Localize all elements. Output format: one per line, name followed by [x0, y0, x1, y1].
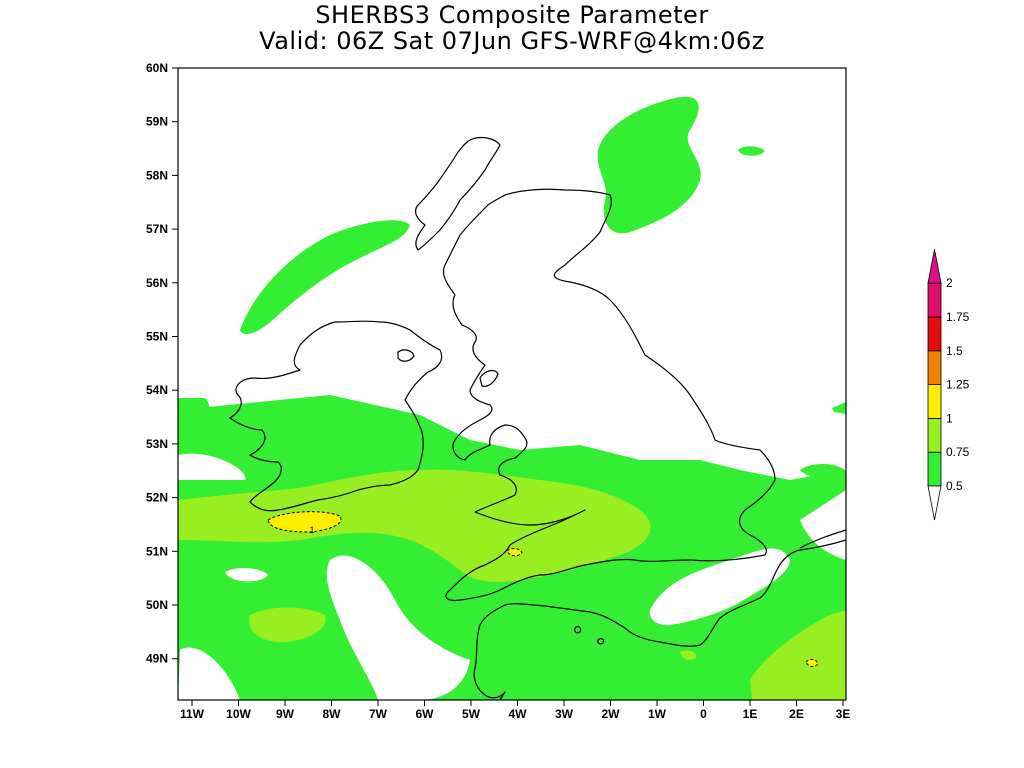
- lon-tick-label: 4W: [509, 707, 528, 721]
- field-high-channel-blob: [507, 548, 522, 556]
- lon-tick-label: 7W: [369, 707, 388, 721]
- field-low-east-edge: [832, 402, 846, 414]
- field-mid-south-blob: [680, 650, 697, 660]
- coastline-isle-of-man: [479, 369, 499, 387]
- field-high-southeast-blob: [806, 659, 818, 667]
- legend-arrow-top: [927, 249, 942, 284]
- field-high-irish-sea: [268, 511, 341, 532]
- lat-tick-label: 51N: [146, 544, 168, 558]
- lat-tick-label: 50N: [146, 598, 168, 612]
- lat-tick-label: 56N: [146, 276, 168, 290]
- field-low-west-edge: [178, 398, 210, 418]
- lon-tick-label: 0: [700, 707, 707, 721]
- contour-lines: [267, 511, 819, 667]
- lat-tick-label: 54N: [146, 383, 168, 397]
- lon-tick-label: 9W: [276, 707, 295, 721]
- title-line-2: Valid: 06Z Sat 07Jun GFS-WRF@4km:06z: [259, 27, 765, 55]
- legend-level-label: 2: [946, 276, 953, 290]
- coastline-northwest-scotland: [414, 136, 501, 251]
- lat-tick-label: 55N: [146, 330, 168, 344]
- lon-tick-label: 10W: [226, 707, 251, 721]
- lon-tick-label: 6W: [416, 707, 435, 721]
- legend-level-label: 1.5: [946, 344, 963, 358]
- legend-swatch: [927, 282, 942, 318]
- gap-biscay-southwest: [178, 647, 240, 700]
- field-mid-central: [178, 469, 651, 582]
- legend-level-label: 0.75: [946, 445, 970, 459]
- coastline-france-east-border: [799, 529, 846, 549]
- lon-tick-label: 3E: [836, 707, 851, 721]
- title-block: SHERBS3 Composite Parameter Valid: 06Z S…: [0, 2, 1024, 54]
- lon-tick-label: 1W: [648, 707, 667, 721]
- latitude-axis: 60N 59N 58N 57N 56N 55N 54N 53N 52N 51N 50N 49N: [146, 61, 178, 666]
- lon-tick-label: 3W: [555, 707, 574, 721]
- lon-tick-label: 2W: [602, 707, 621, 721]
- legend-swatch: [927, 316, 942, 352]
- lon-tick-label: 8W: [323, 707, 342, 721]
- field-low-northsea: [597, 96, 701, 234]
- color-legend: 0.5 0.75 1 1.25 1.5 1.75 2: [927, 249, 970, 521]
- lat-tick-label: 53N: [146, 437, 168, 451]
- field-low-east-blob: [800, 464, 845, 478]
- coastline-lough-neagh: [397, 349, 415, 362]
- legend-arrow-bottom: [927, 485, 942, 521]
- contour-line-irish-sea: [267, 511, 342, 533]
- lat-tick-label: 60N: [146, 61, 168, 75]
- coastline-ireland: [229, 320, 443, 512]
- gap-biscay: [326, 555, 470, 700]
- contour-line-channel: [506, 548, 523, 557]
- lat-tick-label: 57N: [146, 222, 168, 236]
- legend-level-label: 1: [946, 411, 953, 425]
- plot-frame: [177, 67, 847, 701]
- lon-tick-label: 5W: [462, 707, 481, 721]
- gap-southeast-corner: [800, 490, 846, 560]
- contour-label: 1: [309, 525, 314, 535]
- coastline-france-north: [473, 539, 846, 700]
- field-low-northwest-band: [240, 220, 410, 335]
- field-mid-southwest: [249, 607, 326, 643]
- gap-west: [178, 453, 246, 480]
- contour-field: [178, 96, 846, 700]
- legend-swatch: [927, 417, 942, 453]
- coastlines: [229, 136, 846, 700]
- lat-tick-label: 59N: [146, 115, 168, 129]
- gap-channel-east: [649, 548, 790, 626]
- legend-level-label: 1.75: [946, 310, 970, 324]
- field-low-northsea-blob: [738, 146, 765, 156]
- legend-level-label: 0.5: [946, 479, 963, 493]
- lon-tick-label: 1E: [743, 707, 758, 721]
- gap-small-west: [225, 568, 268, 582]
- lat-tick-label: 52N: [146, 491, 168, 505]
- longitude-axis: 11W 10W 9W 8W 7W 6W 5W 4W 3W 2W 1W 0 1E 2E 3E: [180, 700, 850, 721]
- field-mid-southeast: [750, 610, 846, 700]
- lon-tick-label: 2E: [789, 707, 804, 721]
- lon-tick-label: 11W: [180, 707, 205, 721]
- coastline-great-britain: [442, 188, 776, 602]
- coastline-channel-islands-2: [597, 637, 605, 645]
- legend-swatch: [927, 451, 942, 487]
- legend-level-label: 1.25: [946, 378, 970, 392]
- coastline-channel-islands: [574, 626, 582, 634]
- lat-tick-label: 58N: [146, 168, 168, 182]
- title-line-1: SHERBS3 Composite Parameter: [315, 1, 709, 29]
- legend-swatch: [927, 384, 942, 419]
- lat-tick-label: 49N: [146, 652, 168, 666]
- legend-swatch: [927, 350, 942, 385]
